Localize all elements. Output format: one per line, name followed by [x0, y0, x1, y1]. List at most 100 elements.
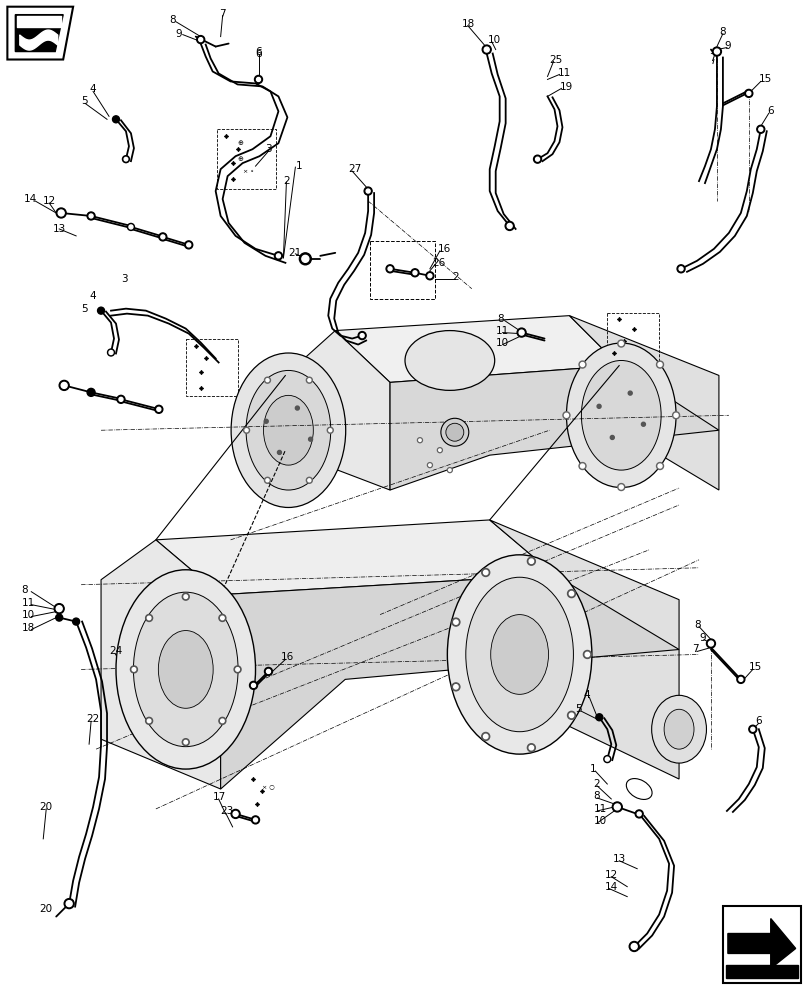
Circle shape — [603, 756, 610, 763]
Circle shape — [306, 377, 312, 383]
Circle shape — [656, 361, 663, 368]
Text: 16: 16 — [280, 652, 294, 662]
Circle shape — [706, 639, 714, 648]
Bar — [217, 129, 276, 189]
Circle shape — [437, 448, 442, 453]
Circle shape — [187, 243, 191, 247]
Circle shape — [756, 125, 764, 133]
Circle shape — [182, 739, 189, 746]
Circle shape — [155, 405, 163, 413]
Circle shape — [308, 437, 312, 441]
Polygon shape — [285, 331, 389, 490]
Circle shape — [518, 330, 523, 335]
Text: 20: 20 — [39, 802, 53, 812]
Circle shape — [517, 328, 526, 337]
Text: 10: 10 — [21, 610, 34, 620]
Circle shape — [253, 818, 257, 822]
Circle shape — [184, 740, 187, 744]
Text: 16: 16 — [437, 244, 451, 254]
Circle shape — [452, 683, 459, 691]
Text: 21: 21 — [288, 248, 301, 258]
Circle shape — [256, 77, 260, 81]
Bar — [725, 965, 796, 978]
Ellipse shape — [566, 343, 676, 488]
Circle shape — [58, 210, 64, 216]
Circle shape — [757, 127, 762, 131]
Circle shape — [243, 427, 249, 433]
Circle shape — [235, 668, 239, 671]
Circle shape — [249, 681, 257, 689]
Circle shape — [59, 380, 69, 390]
Text: 6: 6 — [766, 106, 772, 116]
Bar — [607, 313, 659, 362]
Circle shape — [657, 464, 661, 468]
Text: 26: 26 — [431, 258, 444, 268]
Text: 5: 5 — [81, 96, 88, 106]
Circle shape — [481, 568, 489, 576]
Circle shape — [385, 265, 393, 273]
Circle shape — [234, 666, 241, 673]
Circle shape — [529, 559, 533, 563]
Text: 15: 15 — [748, 662, 762, 672]
Circle shape — [614, 804, 620, 810]
Ellipse shape — [581, 360, 660, 470]
Circle shape — [56, 614, 62, 621]
Circle shape — [97, 307, 105, 314]
Circle shape — [580, 464, 584, 468]
Circle shape — [535, 157, 539, 161]
Text: 12: 12 — [603, 870, 617, 880]
Circle shape — [219, 717, 225, 724]
Circle shape — [526, 557, 534, 565]
Text: 9: 9 — [723, 41, 730, 51]
Circle shape — [131, 666, 137, 673]
Circle shape — [274, 252, 282, 260]
Circle shape — [266, 379, 268, 382]
Ellipse shape — [490, 615, 548, 694]
Circle shape — [569, 591, 573, 596]
Polygon shape — [221, 575, 678, 789]
Text: 13: 13 — [54, 224, 67, 234]
Polygon shape — [335, 316, 619, 382]
Circle shape — [221, 616, 224, 620]
Circle shape — [483, 570, 487, 575]
Circle shape — [413, 271, 417, 275]
Circle shape — [427, 274, 431, 278]
Circle shape — [533, 155, 541, 163]
Circle shape — [307, 379, 311, 382]
Circle shape — [746, 91, 750, 95]
Circle shape — [711, 47, 720, 56]
Text: 14: 14 — [603, 882, 617, 892]
Circle shape — [72, 618, 79, 625]
Circle shape — [578, 361, 586, 368]
Circle shape — [54, 604, 64, 614]
Polygon shape — [101, 540, 221, 789]
Circle shape — [637, 812, 641, 816]
Text: 19: 19 — [559, 82, 572, 92]
Circle shape — [307, 479, 311, 482]
Polygon shape — [389, 365, 718, 490]
Text: 6: 6 — [255, 49, 262, 59]
Circle shape — [107, 349, 114, 356]
Circle shape — [251, 683, 255, 687]
Text: 1: 1 — [295, 161, 302, 171]
Text: 7: 7 — [218, 9, 225, 19]
Circle shape — [127, 223, 135, 230]
Text: 9: 9 — [175, 29, 182, 39]
Text: 3: 3 — [265, 144, 272, 154]
Circle shape — [714, 49, 719, 54]
Text: 4: 4 — [89, 291, 96, 301]
Text: 20: 20 — [39, 904, 53, 914]
Text: 11: 11 — [495, 326, 508, 336]
Circle shape — [427, 463, 432, 468]
Text: 11: 11 — [21, 598, 35, 608]
Text: 2: 2 — [593, 779, 599, 789]
Circle shape — [676, 265, 684, 273]
Polygon shape — [15, 15, 63, 52]
Text: 18: 18 — [21, 623, 35, 633]
Polygon shape — [727, 919, 795, 968]
Circle shape — [657, 363, 661, 367]
Circle shape — [678, 267, 682, 271]
Circle shape — [438, 449, 440, 451]
Circle shape — [122, 156, 129, 163]
Circle shape — [358, 332, 366, 340]
